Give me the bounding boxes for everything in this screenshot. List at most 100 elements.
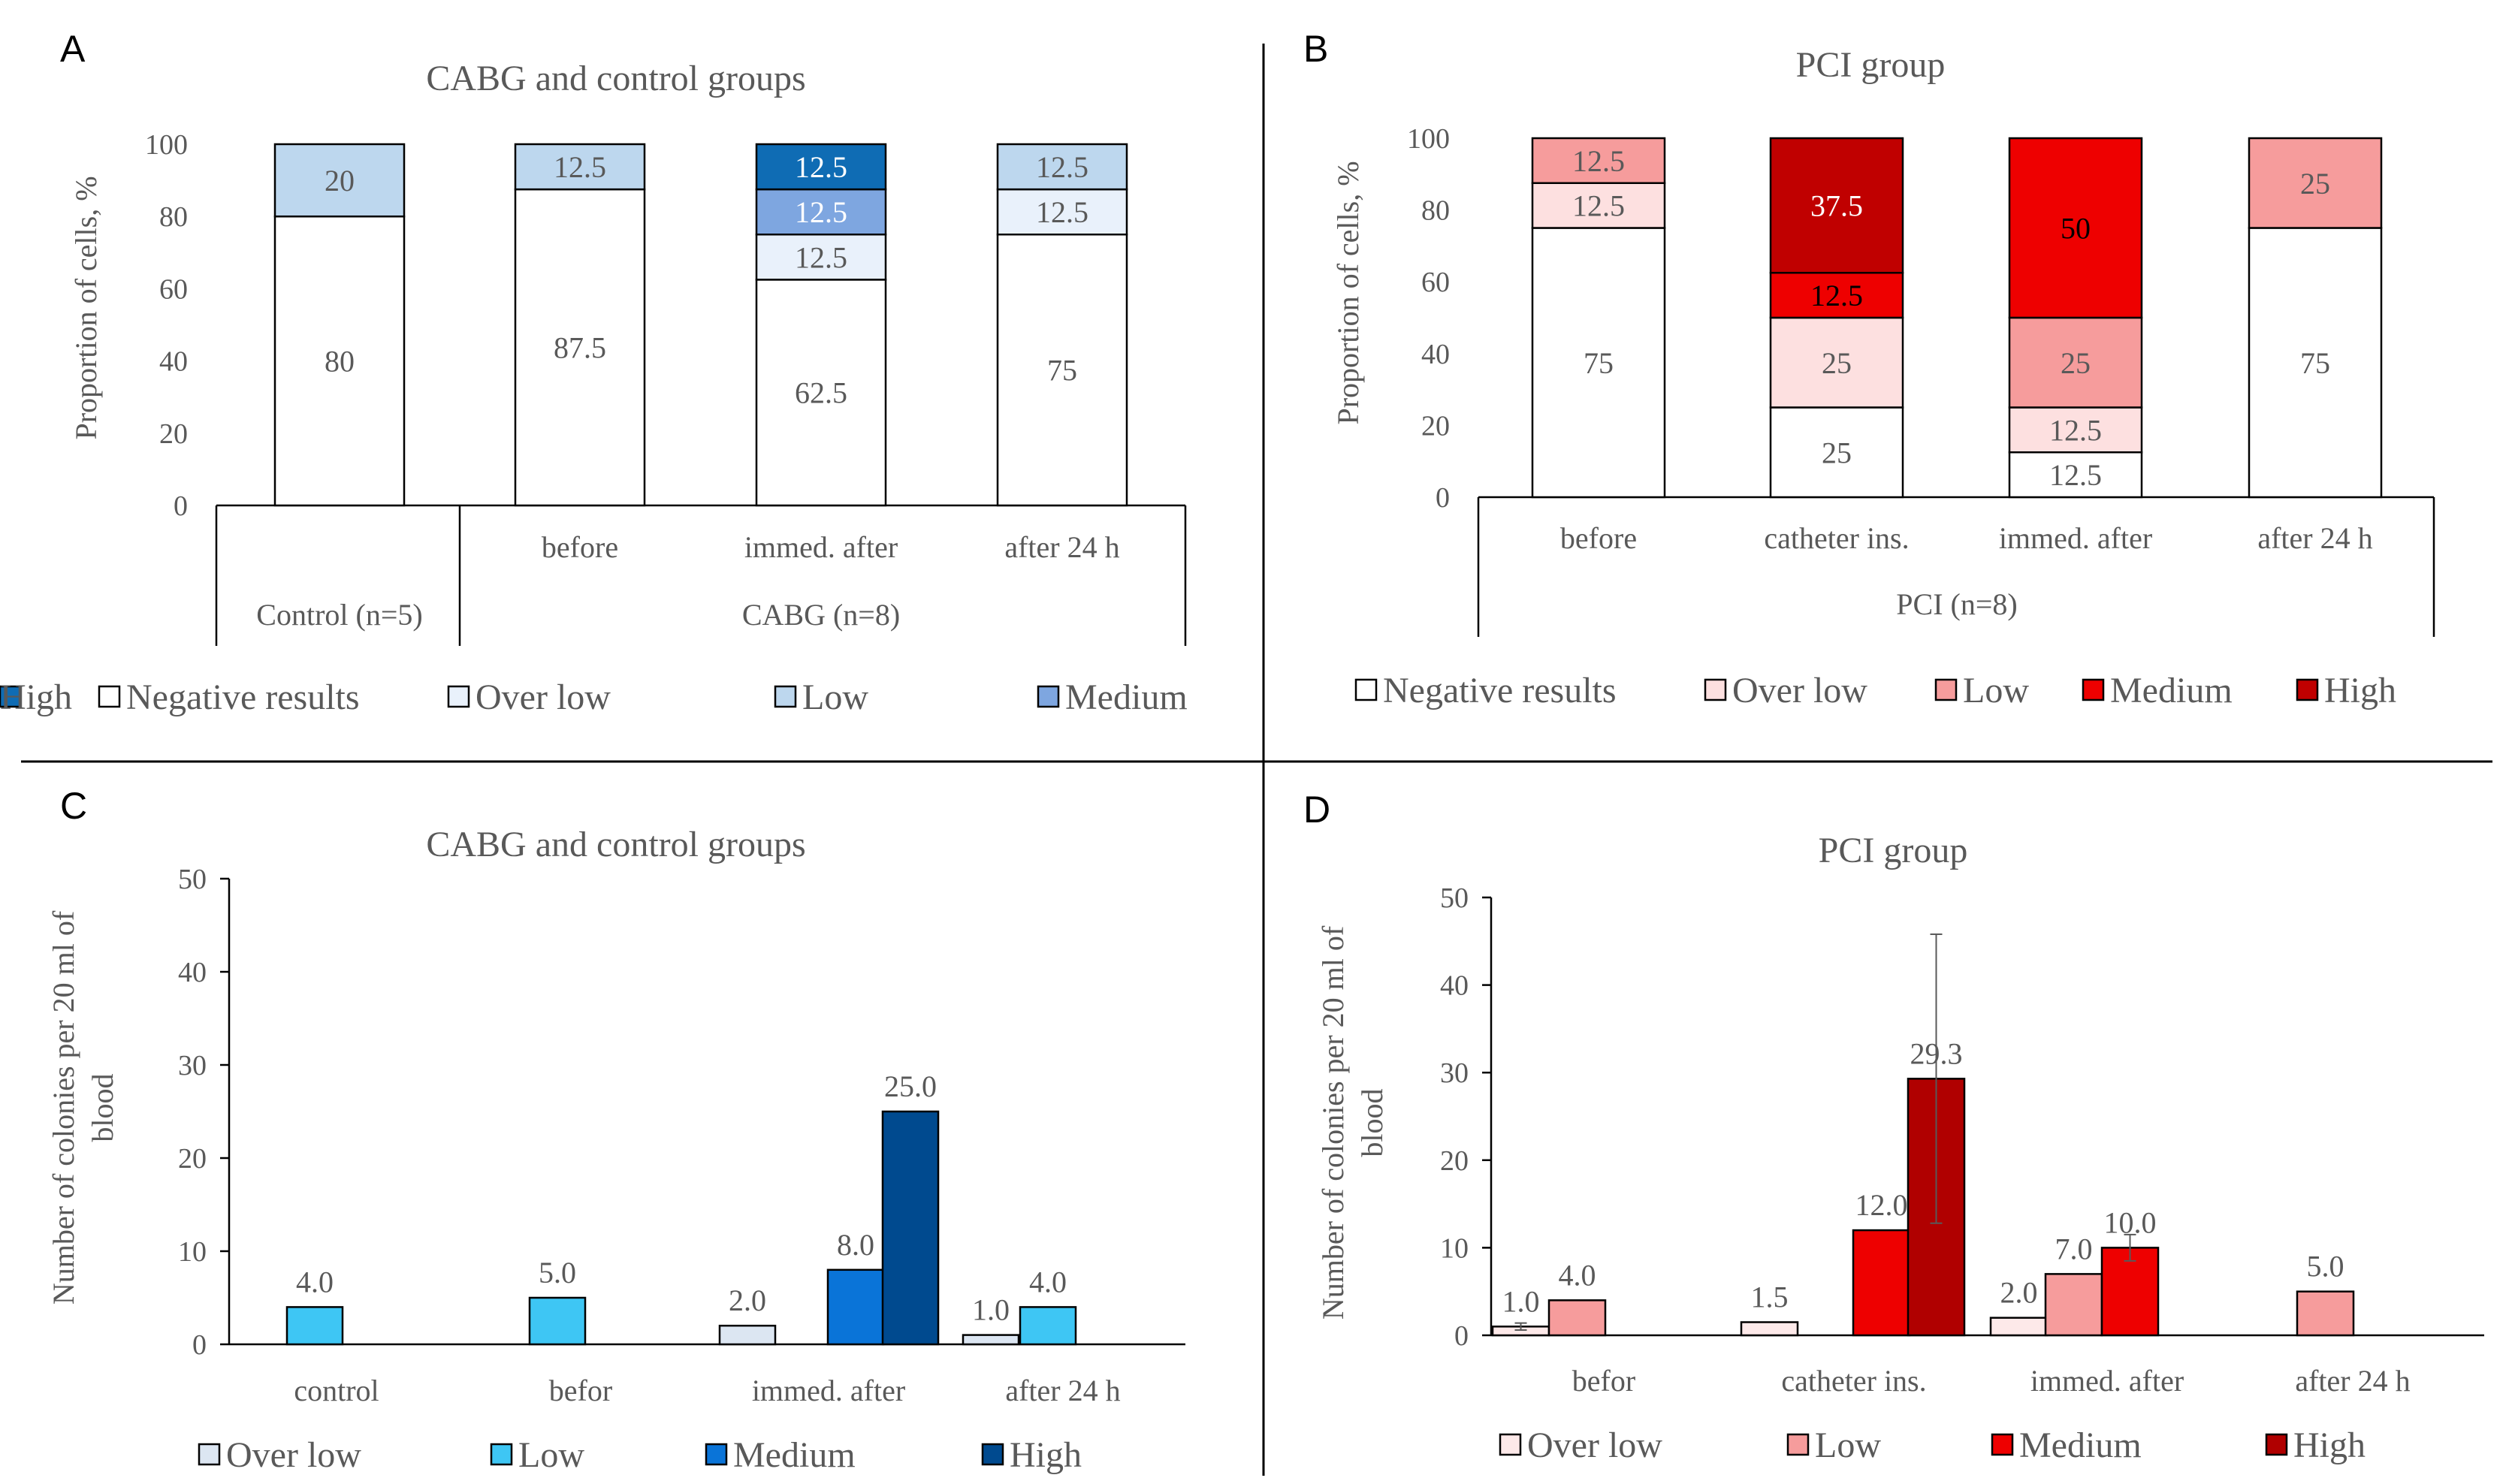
chart-c-title: CABG and control groups xyxy=(426,825,805,864)
legend-swatch xyxy=(2296,678,2319,701)
y-tick-label: 10 xyxy=(1440,1232,1469,1264)
category-label: after 24 h xyxy=(1004,530,1119,564)
data-label: 25 xyxy=(2300,167,2330,201)
legend-label: Negative results xyxy=(1383,671,1617,710)
data-label: 5.0 xyxy=(539,1256,576,1289)
bar xyxy=(285,1306,344,1346)
panel-letter-d: D xyxy=(1303,789,1330,831)
bar-segment xyxy=(273,143,406,218)
legend-label: Low xyxy=(518,1435,584,1475)
bar-segment xyxy=(755,234,887,281)
y-tick-label: 30 xyxy=(1440,1057,1469,1089)
y-tick-label: 100 xyxy=(145,129,188,161)
legend-label: Medium xyxy=(2019,1425,2142,1465)
data-label: 12.0 xyxy=(1855,1188,1908,1222)
category-label: immed. after xyxy=(752,1374,905,1407)
category-label: befor xyxy=(1572,1364,1635,1398)
bar-segment xyxy=(2008,316,2143,409)
data-label: 75 xyxy=(1047,354,1077,388)
bar-segment xyxy=(273,215,406,507)
bar xyxy=(826,1268,885,1346)
legend-label: Medium xyxy=(733,1435,856,1475)
legend-swatch xyxy=(1704,678,1727,701)
bar xyxy=(1547,1299,1607,1337)
chart-c-ylabel-line2: blood xyxy=(86,1073,119,1142)
category-label: immed. after xyxy=(1999,521,2152,555)
y-tick-label: 0 xyxy=(174,490,188,522)
legend-label: High xyxy=(1010,1435,1082,1475)
chart-a-ylabel: Proportion of cells, % xyxy=(69,176,103,439)
bar xyxy=(528,1296,587,1346)
y-tick-label: 0 xyxy=(1436,482,1450,514)
category-label: catheter ins. xyxy=(1764,521,1909,555)
data-label: 12.5 xyxy=(2049,458,2102,492)
legend-swatch xyxy=(0,685,22,708)
legend-swatch xyxy=(774,685,797,708)
legend-swatch xyxy=(1499,1433,1522,1456)
bar-segment xyxy=(755,143,887,191)
y-tick-label: 20 xyxy=(178,1143,207,1175)
bar-segment xyxy=(2248,227,2383,499)
data-label: 12.5 xyxy=(1036,150,1088,184)
bar-segment xyxy=(1769,272,1904,319)
y-tick-label: 40 xyxy=(1421,339,1450,370)
bar xyxy=(2100,1247,2160,1337)
data-label: 12.5 xyxy=(795,195,847,229)
y-tick-label: 20 xyxy=(1421,410,1450,442)
bar-segment xyxy=(1769,137,1904,274)
bar-segment xyxy=(996,188,1128,236)
bar-segment xyxy=(1531,227,1666,499)
data-label: 12.5 xyxy=(554,150,606,184)
data-label: 8.0 xyxy=(837,1228,874,1262)
data-label: 25 xyxy=(1822,436,1852,469)
y-tick-label: 20 xyxy=(1440,1145,1469,1177)
legend-label: Low xyxy=(1963,671,2029,710)
y-tick-label: 10 xyxy=(178,1236,207,1268)
legend-label: Over low xyxy=(1527,1425,1662,1465)
data-label: 12.5 xyxy=(1036,195,1088,229)
bar xyxy=(962,1334,1020,1346)
y-tick-label: 40 xyxy=(159,346,188,378)
bar xyxy=(1019,1306,1077,1346)
data-label: 62.5 xyxy=(795,376,847,410)
chart-d-ylabel-line2: blood xyxy=(1355,1088,1389,1157)
group-label: Control (n=5) xyxy=(256,598,422,632)
legend-label: High xyxy=(2324,671,2396,710)
panel-letter-c: C xyxy=(60,785,87,827)
y-tick-label: 40 xyxy=(178,957,207,988)
y-tick-label: 30 xyxy=(178,1050,207,1081)
y-tick-label: 50 xyxy=(1440,882,1469,914)
legend-label: Over low xyxy=(1732,671,1867,710)
bar-segment xyxy=(2008,137,2143,319)
data-label: 12.5 xyxy=(795,240,847,274)
data-label: 2.0 xyxy=(2000,1276,2038,1310)
data-label: 10.0 xyxy=(2104,1205,2157,1239)
y-tick-label: 0 xyxy=(1454,1320,1469,1352)
data-label: 12.5 xyxy=(2049,413,2102,447)
data-label: 1.0 xyxy=(972,1293,1010,1327)
bar-segment xyxy=(755,188,887,236)
chart-c-ylabel-line1: Number of colonies per 20 ml of xyxy=(47,910,80,1305)
legend-label: Medium xyxy=(2110,671,2233,710)
data-label: 25 xyxy=(2061,346,2091,380)
data-label: 20 xyxy=(325,164,355,198)
legend-swatch xyxy=(490,1443,513,1466)
y-tick-label: 80 xyxy=(159,201,188,233)
bar-segment xyxy=(1769,316,1904,409)
chart-d-ylabel-line1: Number of colonies per 20 ml of xyxy=(1316,925,1350,1320)
data-label: 29.3 xyxy=(1910,1036,1963,1070)
legend-label: High xyxy=(2293,1425,2366,1465)
legend-swatch xyxy=(705,1443,728,1466)
panel-letter-a: A xyxy=(60,28,86,70)
bar-segment xyxy=(1531,182,1666,229)
data-label: 37.5 xyxy=(1810,189,1863,223)
chart-d: 0 10 20 30 40 50 1.0 4.0 befor 1.5 12.0 29.3 cathete… xyxy=(1440,882,2484,1465)
data-label: 50 xyxy=(2061,212,2091,246)
chart-a-title: CABG and control groups xyxy=(426,59,805,98)
legend-label: Over low xyxy=(226,1435,361,1475)
bar-segment xyxy=(755,279,887,507)
group-label: CABG (n=8) xyxy=(742,598,900,632)
chart-b: 0 20 40 60 80 100 75 12.5 12.5 before 25 25 12.5 37.5… xyxy=(1354,123,2435,710)
category-label: control xyxy=(294,1374,379,1407)
